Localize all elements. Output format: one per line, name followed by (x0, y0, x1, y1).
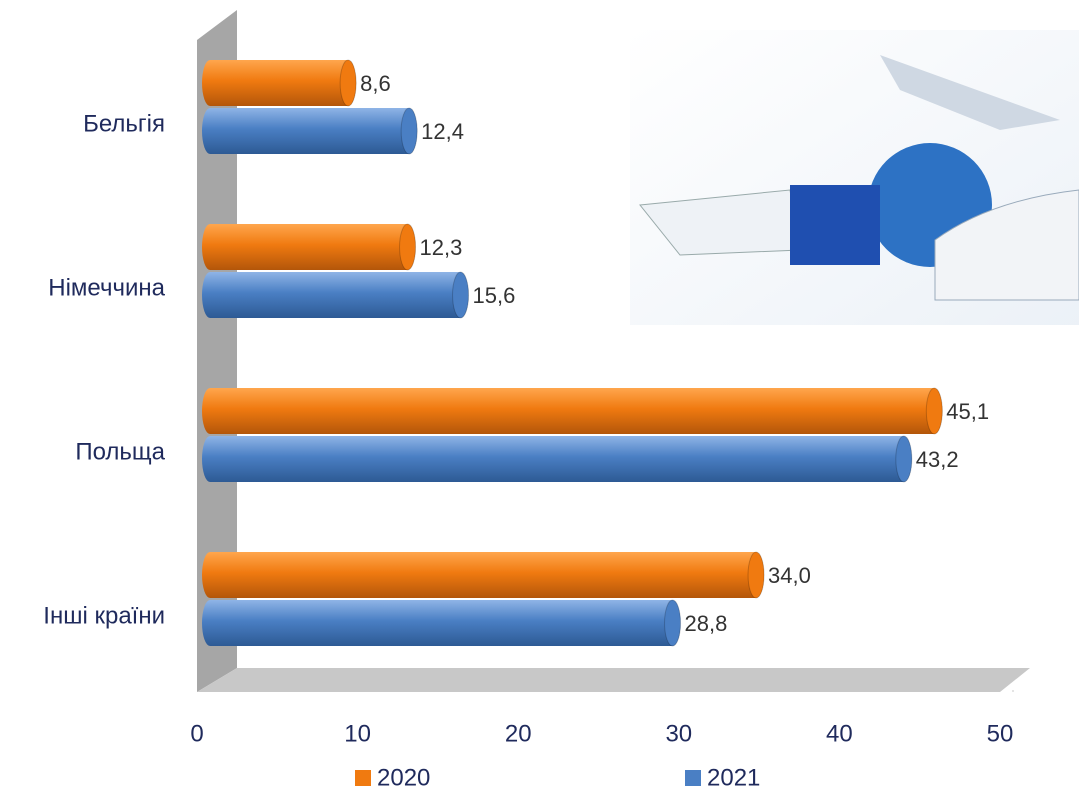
value-label: 12,3 (420, 235, 463, 260)
bar-cap (400, 107, 418, 155)
x-tick-label: 0 (190, 720, 203, 747)
bar (202, 600, 681, 646)
bar-cap (339, 59, 357, 107)
bar (202, 60, 357, 106)
bar-cap (747, 551, 765, 599)
x-tick-label: 40 (826, 720, 853, 747)
bar (202, 108, 418, 154)
value-label: 34,0 (768, 563, 811, 588)
legend-label: 2021 (707, 764, 760, 791)
bar (202, 224, 416, 270)
category-label: Німеччина (48, 274, 165, 301)
bar (202, 388, 943, 434)
legend-swatch (355, 770, 371, 786)
value-label: 45,1 (946, 399, 989, 424)
bar-cap (399, 223, 417, 271)
x-tick-label: 30 (665, 720, 692, 747)
value-label: 8,6 (360, 71, 391, 96)
bar-cap (664, 599, 682, 647)
bar-cap (895, 435, 913, 483)
x-tick-label: 10 (344, 720, 371, 747)
category-label: Польща (75, 438, 165, 465)
bar-cap (452, 271, 470, 319)
chart-floor (197, 668, 1030, 692)
category-label: Інші країни (43, 602, 165, 629)
transport-illustration (630, 30, 1079, 325)
value-label: 12,4 (421, 119, 464, 144)
value-label: 15,6 (473, 283, 516, 308)
x-tick-label: 20 (505, 720, 532, 747)
legend-label: 2020 (377, 764, 430, 791)
category-label: Бельгія (83, 110, 165, 137)
x-tick-label: 50 (987, 720, 1014, 747)
value-label: 28,8 (685, 611, 728, 636)
legend-swatch (685, 770, 701, 786)
bar-cap (925, 387, 943, 435)
bar (202, 552, 765, 598)
value-label: 43,2 (916, 447, 959, 472)
chart-wall (197, 10, 237, 692)
bar (202, 436, 912, 482)
bar (202, 272, 469, 318)
